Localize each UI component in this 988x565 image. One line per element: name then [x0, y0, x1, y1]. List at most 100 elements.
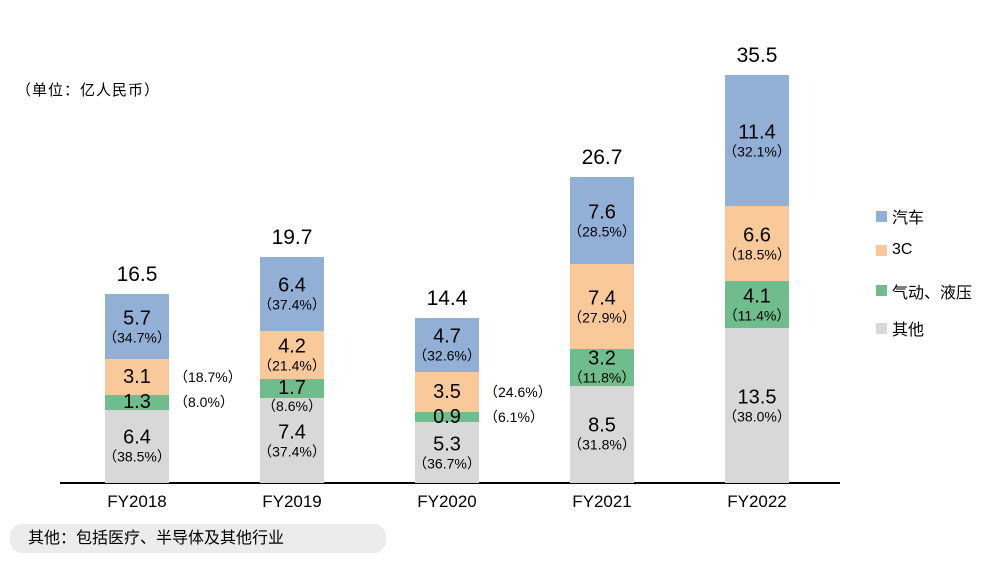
bar-total-label: 14.4	[426, 287, 468, 311]
bar-segment: 4.7 （32.6%）	[413, 318, 481, 372]
bar-segment: 3.2 （11.8%）	[569, 348, 636, 387]
segment-label: 5.3 （36.7%）	[413, 433, 481, 472]
segment-value: 7.6	[588, 201, 616, 224]
segment-label: 0.9	[433, 406, 461, 428]
stacked-bar-FY2021: 7.6 （28.5%） 7.4 （27.9%） 3.2 （11.8%） 8.5 （31.8%）	[568, 177, 636, 483]
legend-item-1: 汽车	[876, 204, 924, 228]
segment-label: 3.5	[433, 381, 461, 403]
legend-swatch-icon	[876, 210, 887, 222]
segment-percent: （28.5%）	[568, 223, 636, 240]
x-axis-label-FY2020: FY2020	[417, 492, 477, 511]
segment-label: 4.7 （32.6%）	[413, 326, 481, 365]
segment-value: 4.7	[433, 325, 461, 348]
segment-label: 1.7	[278, 377, 306, 399]
bar-segment: 7.6 （28.5%）	[568, 177, 636, 265]
segment-value: 8.5	[588, 414, 616, 437]
legend-swatch-icon	[876, 285, 887, 297]
segment-percent: （8.0%）	[174, 394, 234, 411]
x-axis-label-FY2019: FY2019	[262, 492, 322, 511]
bar-segment: 6.4 （38.5%）	[103, 409, 171, 483]
segment-value: 6.6	[743, 224, 771, 247]
segment-percent: （38.0%）	[723, 408, 791, 425]
segment-value: 6.4	[123, 426, 151, 449]
bar-segment: 11.4 （32.1%）	[723, 75, 791, 206]
bar-segment: 3.1 （18.7%）	[105, 359, 242, 395]
segment-label: 7.6 （28.5%）	[568, 201, 636, 240]
segment-label: 6.6 （18.5%）	[723, 224, 791, 263]
segment-label: 6.4 （37.4%）	[258, 275, 326, 314]
segment-percent: （32.6%）	[413, 347, 481, 364]
segment-value: 7.4	[278, 421, 306, 444]
segment-percent: （21.4%）	[258, 357, 326, 374]
segment-value: 3.5	[433, 380, 461, 403]
segment-label: 3.2 （11.8%）	[569, 348, 636, 387]
stacked-bar-FY2018: 5.7 （34.7%） 3.1 （18.7%） 1.3 （8.0%） 6.4 （38.5%）	[103, 294, 242, 483]
legend-item-4: 其他	[876, 316, 924, 340]
segment-value: 4.1	[743, 285, 771, 308]
segment-label: 13.5 （38.0%）	[723, 386, 791, 425]
segment-value: 6.4	[278, 274, 306, 297]
segment-percent: （18.7%）	[174, 369, 242, 386]
segment-label: 5.7 （34.7%）	[103, 307, 171, 346]
bar-segment: 13.5 （38.0%）	[723, 328, 791, 483]
bar-segment: 0.9 （6.1%）	[415, 406, 544, 428]
segment-value: 0.9	[433, 406, 461, 429]
segment-percent: （24.6%）	[484, 383, 552, 400]
segment-percent: （27.9%）	[568, 309, 636, 326]
segment-percent: （38.5%）	[103, 448, 171, 465]
segment-label: 4.2 （21.4%）	[258, 335, 326, 374]
legend-swatch-icon	[876, 244, 887, 256]
segment-percent: （37.4%）	[258, 296, 326, 313]
segment-label: 1.3	[123, 391, 151, 413]
segment-percent: （34.7%）	[103, 329, 171, 346]
bar-total-label: 19.7	[271, 226, 313, 250]
segment-percent: （37.4%）	[258, 443, 326, 460]
stacked-bar-FY2022: 11.4 （32.1%） 6.6 （18.5%） 4.1 （11.4%） 13.5 （38.0…	[723, 75, 791, 483]
bar-segment: 8.5 （31.8%）	[568, 385, 636, 483]
legend-swatch-icon	[876, 322, 887, 334]
segment-value: 3.2	[588, 347, 616, 370]
bar-segment: 1.7 （8.6%）	[260, 377, 324, 414]
segment-percent: （31.8%）	[568, 436, 636, 453]
bar-segment: 4.2 （21.4%）	[258, 330, 326, 379]
unit-label: （单位：亿人民币）	[16, 82, 161, 99]
segment-label: 3.1	[123, 366, 151, 388]
bar-segment: 3.5 （24.6%）	[415, 371, 552, 412]
footnote-text: 其他：包括医疗、半导体及其他行业	[28, 530, 285, 547]
segment-percent: （11.8%）	[568, 369, 636, 386]
segment-percent: （18.5%）	[723, 246, 791, 263]
bar-segment: 7.4 （27.9%）	[568, 264, 636, 350]
segment-value: 7.4	[588, 287, 616, 310]
segment-value: 1.7	[278, 377, 306, 400]
legend-label: 气动、液压	[892, 284, 973, 302]
segment-label: 8.5 （31.8%）	[568, 415, 636, 454]
segment-percent: （36.7%）	[413, 455, 481, 472]
segment-percent: （6.1%）	[484, 409, 544, 426]
segment-value: 3.1	[123, 366, 151, 389]
segment-value: 1.3	[123, 391, 151, 414]
bar-segment: 6.4 （37.4%）	[258, 257, 326, 331]
x-axis-line	[60, 482, 840, 484]
segment-value: 4.2	[278, 335, 306, 358]
segment-label: 6.4 （38.5%）	[103, 427, 171, 466]
segment-percent: （32.1%）	[723, 143, 791, 160]
segment-percent: （8.6%）	[262, 398, 322, 415]
segment-label: 7.4 （27.9%）	[568, 287, 636, 326]
bar-total-label: 35.5	[736, 44, 778, 68]
segment-value: 5.3	[433, 433, 461, 456]
bar-segment: 1.3 （8.0%）	[105, 391, 234, 413]
legend-item-2: 3C	[876, 241, 912, 259]
footnote-box: 其他：包括医疗、半导体及其他行业	[10, 524, 386, 553]
bar-segment: 5.7 （34.7%）	[103, 294, 171, 360]
x-axis-label-FY2018: FY2018	[107, 492, 167, 511]
legend-item-3: 气动、液压	[876, 279, 972, 303]
bar-segment: 6.6 （18.5%）	[723, 205, 791, 282]
stacked-bar-FY2020: 4.7 （32.6%） 3.5 （24.6%） 0.9 （6.1%） 5.3 （36.7%）	[413, 318, 552, 483]
bar-total-label: 26.7	[581, 146, 623, 170]
segment-percent: （11.4%）	[723, 307, 791, 324]
legend-label: 其他	[892, 322, 925, 340]
bar-segment: 7.4 （37.4%）	[258, 398, 326, 483]
bar-segment: 4.1 （11.4%）	[723, 281, 791, 329]
legend-label: 汽车	[892, 210, 925, 227]
